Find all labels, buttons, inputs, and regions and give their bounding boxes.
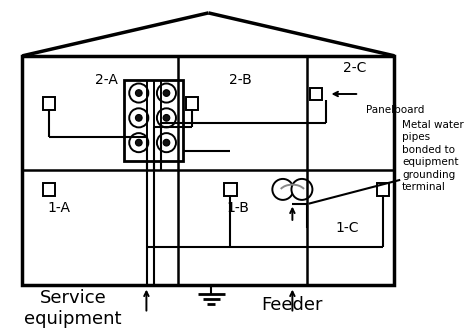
Bar: [224, 183, 237, 196]
Text: Metal water
pipes
bonded to
equipment
grounding
terminal: Metal water pipes bonded to equipment gr…: [402, 120, 464, 192]
Text: 2-B: 2-B: [228, 73, 251, 87]
Circle shape: [136, 90, 142, 97]
Text: Feeder: Feeder: [262, 296, 323, 314]
Text: 2-A: 2-A: [95, 73, 118, 87]
Text: 1-C: 1-C: [335, 220, 358, 234]
Circle shape: [157, 133, 176, 152]
Text: 1-A: 1-A: [47, 201, 70, 215]
Circle shape: [129, 133, 148, 152]
Circle shape: [273, 179, 293, 200]
Bar: [310, 88, 322, 100]
Circle shape: [163, 139, 170, 146]
Bar: [43, 183, 55, 196]
Text: Panelboard: Panelboard: [366, 105, 424, 115]
Text: 1-B: 1-B: [227, 201, 249, 215]
Text: Service
equipment: Service equipment: [24, 289, 122, 328]
Circle shape: [136, 139, 142, 146]
Circle shape: [136, 115, 142, 121]
Circle shape: [129, 108, 148, 127]
Circle shape: [129, 84, 148, 103]
Text: 2-C: 2-C: [343, 61, 366, 75]
Bar: [377, 183, 389, 196]
Circle shape: [157, 108, 176, 127]
Circle shape: [163, 90, 170, 97]
Bar: [186, 97, 199, 110]
Bar: [22, 56, 394, 285]
Bar: [124, 80, 182, 161]
Circle shape: [292, 179, 312, 200]
Bar: [43, 97, 55, 110]
Circle shape: [157, 84, 176, 103]
Circle shape: [163, 115, 170, 121]
